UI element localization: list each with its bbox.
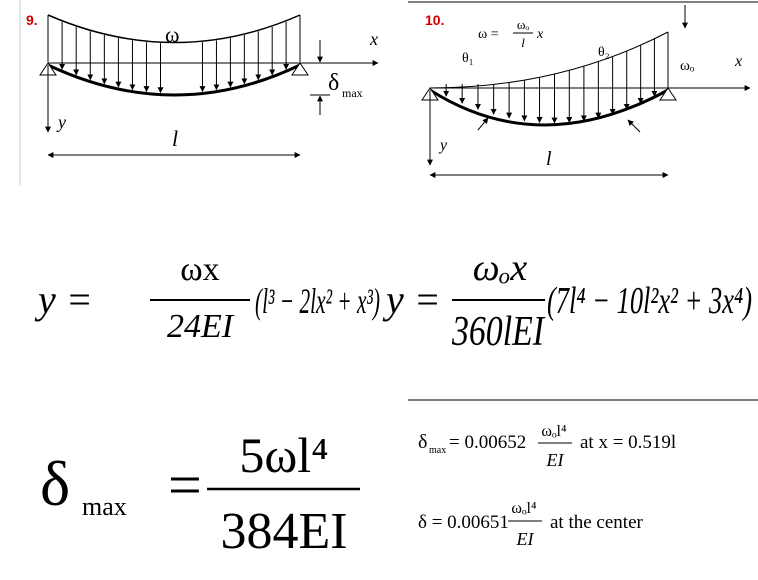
deflection-10: δ max = 0.00652 ωₒl⁴ EI at x = 0.519l δ … (408, 399, 758, 549)
y-label: y (438, 137, 448, 154)
subscript: max (429, 445, 446, 456)
support (291, 62, 309, 76)
denominator: 24EI (167, 308, 235, 345)
diagram-10: 10. ω = ωₒ l x θ₁ θ₂ ωₒ x y l (408, 1, 758, 178)
deflection-subscript: max (342, 86, 363, 100)
max-deflection-9: δ max = 5ωl⁴ 384EI (40, 427, 360, 560)
equation-9: y = ωx 24EI (l³ − 2lx² + x³) (34, 251, 380, 345)
y-label: y (56, 112, 66, 132)
factor: (l³ − 2lx² + x³) (255, 281, 380, 321)
slope-arrow (627, 119, 641, 133)
lhs: y = (34, 277, 93, 322)
load-rhs: x (536, 27, 544, 42)
numerator: ωx (180, 251, 219, 288)
panel-number: 10. (425, 12, 444, 28)
denominator: EI (546, 450, 565, 470)
load-lhs: ω = (478, 27, 499, 42)
lhs: y = (382, 277, 441, 322)
equals: = (168, 452, 202, 518)
load-numerator: ωₒ (517, 17, 530, 32)
location: at the center (550, 512, 644, 533)
numerator: ωₒl⁴ (541, 423, 567, 440)
theta-1: θ₁ (462, 51, 474, 66)
panel-number: 9. (26, 12, 38, 28)
load-curve (47, 14, 301, 44)
symbol: δ (40, 448, 70, 519)
location: at x = 0.519l (580, 432, 676, 453)
length-label: l (546, 148, 552, 170)
symbol: δ (418, 431, 427, 453)
denominator: EI (516, 529, 535, 549)
deflected-beam (429, 88, 669, 127)
theta-2: θ₂ (598, 45, 610, 60)
x-label: x (734, 53, 742, 70)
factor: (7l⁴ − 10l²x² + 3x⁴) (547, 280, 752, 322)
load-denominator: l (521, 35, 525, 50)
numerator: 5ωl⁴ (239, 427, 328, 483)
length-label: l (172, 126, 178, 151)
support (659, 87, 677, 101)
denominator: 384EI (220, 503, 347, 560)
load-label: ω (165, 22, 179, 47)
diagram-9: 9. ω x y l δ max (19, 0, 379, 185)
deflection-label: δ (328, 70, 339, 96)
peak-load: ωₒ (680, 58, 695, 74)
x-label: x (369, 29, 378, 49)
lhs: δ = 0.00651 (418, 512, 509, 533)
equation-10: y = ωₒx 360lEI (7l⁴ − 10l²x² + 3x⁴) (382, 247, 752, 355)
coefficient: = 0.00652 (449, 432, 526, 453)
slope-arrow (477, 117, 489, 131)
deflected-beam (47, 63, 301, 97)
denominator: 360lEI (451, 309, 545, 355)
numerator: ωₒx (473, 247, 528, 289)
subscript: max (82, 492, 127, 521)
numerator: ωₒl⁴ (511, 500, 537, 517)
